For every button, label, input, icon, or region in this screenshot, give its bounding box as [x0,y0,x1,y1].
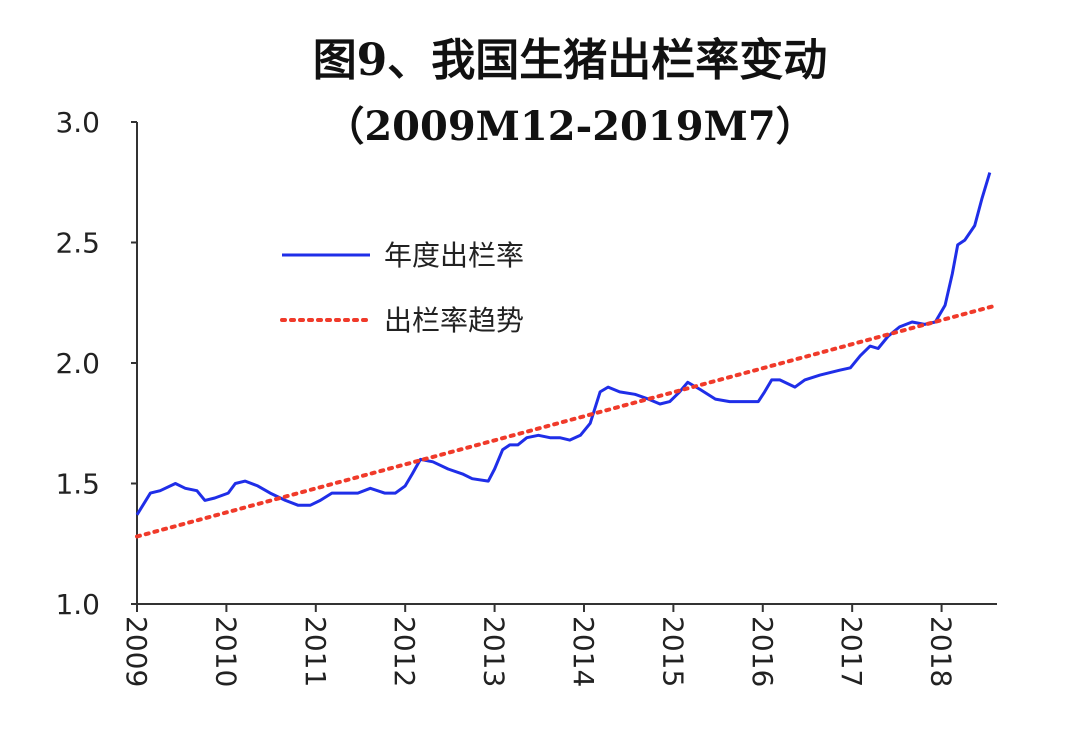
x-tick-label: 2018 [925,616,958,687]
legend-label: 年度出栏率 [384,239,524,272]
y-tick-label: 2.5 [55,227,100,260]
x-tick-label: 2012 [388,616,421,687]
x-tick-label: 2010 [209,616,242,687]
series-line [135,172,992,516]
x-tick-label: 2013 [478,616,511,687]
chart-title: 图9、我国生猪出栏率变动 [313,35,828,86]
legend-label: 出栏率趋势 [384,304,524,337]
x-tick-label: 2014 [567,616,600,687]
x-tick-label: 2009 [120,616,153,687]
x-tick-label: 2016 [746,616,779,687]
y-tick-label: 1.0 [55,588,100,621]
x-tick-label: 2017 [835,616,868,687]
x-tick-label: 2015 [656,616,689,687]
y-tick-label: 3.0 [55,106,100,139]
chart-subtitle: （2009M12-2019M7） [324,103,815,150]
x-tick-label: 2011 [299,616,332,687]
y-tick-label: 2.0 [55,347,100,380]
series-line [135,303,999,539]
y-tick-label: 1.5 [55,468,100,501]
